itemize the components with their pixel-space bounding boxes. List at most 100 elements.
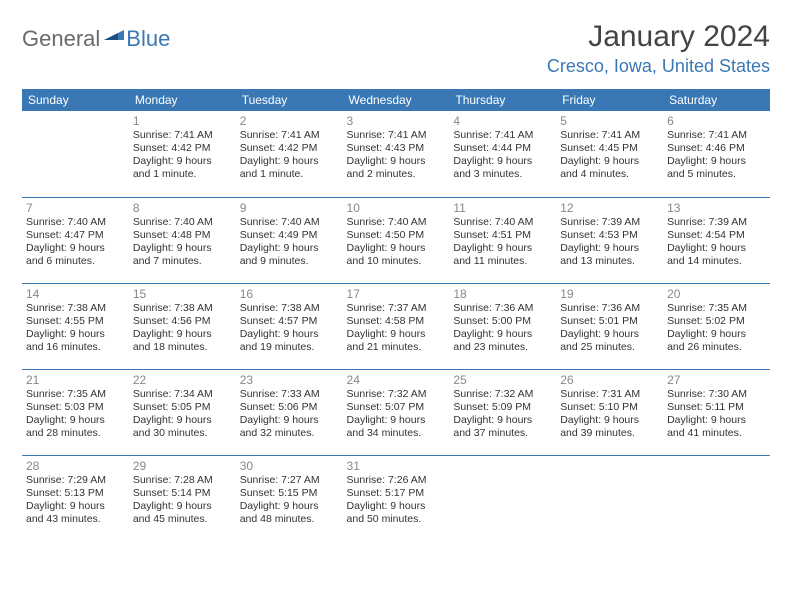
- sunrise-text: Sunrise: 7:27 AM: [240, 474, 339, 487]
- calendar-day-cell: 25Sunrise: 7:32 AMSunset: 5:09 PMDayligh…: [449, 369, 556, 455]
- daylight-text-1: Daylight: 9 hours: [240, 155, 339, 168]
- sunrise-text: Sunrise: 7:40 AM: [453, 216, 552, 229]
- day-number: 6: [667, 114, 766, 128]
- sunset-text: Sunset: 4:51 PM: [453, 229, 552, 242]
- day-number: 2: [240, 114, 339, 128]
- flag-icon: [104, 26, 124, 40]
- daylight-text-2: and 16 minutes.: [26, 341, 125, 354]
- calendar-day-cell: 11Sunrise: 7:40 AMSunset: 4:51 PMDayligh…: [449, 197, 556, 283]
- daylight-text-2: and 25 minutes.: [560, 341, 659, 354]
- sunrise-text: Sunrise: 7:33 AM: [240, 388, 339, 401]
- weekday-header: Thursday: [449, 89, 556, 111]
- calendar-day-cell: 18Sunrise: 7:36 AMSunset: 5:00 PMDayligh…: [449, 283, 556, 369]
- sunrise-text: Sunrise: 7:36 AM: [560, 302, 659, 315]
- calendar-week-row: 7Sunrise: 7:40 AMSunset: 4:47 PMDaylight…: [22, 197, 770, 283]
- day-number: 22: [133, 373, 232, 387]
- calendar-day-cell: 22Sunrise: 7:34 AMSunset: 5:05 PMDayligh…: [129, 369, 236, 455]
- sunrise-text: Sunrise: 7:36 AM: [453, 302, 552, 315]
- sunset-text: Sunset: 5:01 PM: [560, 315, 659, 328]
- sunrise-text: Sunrise: 7:32 AM: [347, 388, 446, 401]
- calendar-week-row: 14Sunrise: 7:38 AMSunset: 4:55 PMDayligh…: [22, 283, 770, 369]
- sunset-text: Sunset: 4:57 PM: [240, 315, 339, 328]
- calendar-day-cell: [22, 111, 129, 197]
- logo-text-blue: Blue: [126, 26, 170, 52]
- calendar-day-cell: 12Sunrise: 7:39 AMSunset: 4:53 PMDayligh…: [556, 197, 663, 283]
- sunrise-text: Sunrise: 7:26 AM: [347, 474, 446, 487]
- calendar-day-cell: 19Sunrise: 7:36 AMSunset: 5:01 PMDayligh…: [556, 283, 663, 369]
- sunset-text: Sunset: 4:55 PM: [26, 315, 125, 328]
- daylight-text-1: Daylight: 9 hours: [240, 414, 339, 427]
- sunset-text: Sunset: 4:58 PM: [347, 315, 446, 328]
- daylight-text-1: Daylight: 9 hours: [667, 328, 766, 341]
- day-number: 11: [453, 201, 552, 215]
- daylight-text-1: Daylight: 9 hours: [347, 500, 446, 513]
- daylight-text-2: and 19 minutes.: [240, 341, 339, 354]
- sunrise-text: Sunrise: 7:28 AM: [133, 474, 232, 487]
- calendar-day-cell: 28Sunrise: 7:29 AMSunset: 5:13 PMDayligh…: [22, 455, 129, 541]
- daylight-text-2: and 41 minutes.: [667, 427, 766, 440]
- sunset-text: Sunset: 5:06 PM: [240, 401, 339, 414]
- calendar-week-row: 21Sunrise: 7:35 AMSunset: 5:03 PMDayligh…: [22, 369, 770, 455]
- sunrise-text: Sunrise: 7:39 AM: [667, 216, 766, 229]
- daylight-text-1: Daylight: 9 hours: [560, 155, 659, 168]
- sunset-text: Sunset: 5:03 PM: [26, 401, 125, 414]
- day-number: 28: [26, 459, 125, 473]
- daylight-text-1: Daylight: 9 hours: [240, 500, 339, 513]
- day-number: 17: [347, 287, 446, 301]
- calendar-day-cell: 15Sunrise: 7:38 AMSunset: 4:56 PMDayligh…: [129, 283, 236, 369]
- sunset-text: Sunset: 5:00 PM: [453, 315, 552, 328]
- daylight-text-1: Daylight: 9 hours: [133, 242, 232, 255]
- daylight-text-2: and 13 minutes.: [560, 255, 659, 268]
- daylight-text-1: Daylight: 9 hours: [26, 500, 125, 513]
- weekday-header: Monday: [129, 89, 236, 111]
- daylight-text-2: and 10 minutes.: [347, 255, 446, 268]
- day-number: 26: [560, 373, 659, 387]
- calendar-day-cell: 13Sunrise: 7:39 AMSunset: 4:54 PMDayligh…: [663, 197, 770, 283]
- calendar-week-row: 28Sunrise: 7:29 AMSunset: 5:13 PMDayligh…: [22, 455, 770, 541]
- sunset-text: Sunset: 4:46 PM: [667, 142, 766, 155]
- calendar-day-cell: 31Sunrise: 7:26 AMSunset: 5:17 PMDayligh…: [343, 455, 450, 541]
- sunset-text: Sunset: 5:02 PM: [667, 315, 766, 328]
- daylight-text-2: and 2 minutes.: [347, 168, 446, 181]
- weekday-header-row: Sunday Monday Tuesday Wednesday Thursday…: [22, 89, 770, 111]
- daylight-text-1: Daylight: 9 hours: [667, 155, 766, 168]
- calendar-day-cell: 8Sunrise: 7:40 AMSunset: 4:48 PMDaylight…: [129, 197, 236, 283]
- calendar-day-cell: 5Sunrise: 7:41 AMSunset: 4:45 PMDaylight…: [556, 111, 663, 197]
- day-number: 18: [453, 287, 552, 301]
- sunset-text: Sunset: 5:09 PM: [453, 401, 552, 414]
- month-title: January 2024: [547, 20, 770, 54]
- sunset-text: Sunset: 4:47 PM: [26, 229, 125, 242]
- sunrise-text: Sunrise: 7:40 AM: [240, 216, 339, 229]
- day-number: 4: [453, 114, 552, 128]
- daylight-text-1: Daylight: 9 hours: [453, 328, 552, 341]
- sunset-text: Sunset: 5:15 PM: [240, 487, 339, 500]
- calendar-week-row: 1Sunrise: 7:41 AMSunset: 4:42 PMDaylight…: [22, 111, 770, 197]
- daylight-text-1: Daylight: 9 hours: [133, 155, 232, 168]
- daylight-text-2: and 34 minutes.: [347, 427, 446, 440]
- calendar-day-cell: 3Sunrise: 7:41 AMSunset: 4:43 PMDaylight…: [343, 111, 450, 197]
- daylight-text-2: and 26 minutes.: [667, 341, 766, 354]
- calendar-day-cell: 16Sunrise: 7:38 AMSunset: 4:57 PMDayligh…: [236, 283, 343, 369]
- calendar-day-cell: 29Sunrise: 7:28 AMSunset: 5:14 PMDayligh…: [129, 455, 236, 541]
- daylight-text-2: and 37 minutes.: [453, 427, 552, 440]
- calendar-day-cell: 20Sunrise: 7:35 AMSunset: 5:02 PMDayligh…: [663, 283, 770, 369]
- sunrise-text: Sunrise: 7:41 AM: [453, 129, 552, 142]
- daylight-text-2: and 50 minutes.: [347, 513, 446, 526]
- day-number: 1: [133, 114, 232, 128]
- daylight-text-1: Daylight: 9 hours: [453, 414, 552, 427]
- weekday-header: Wednesday: [343, 89, 450, 111]
- sunrise-text: Sunrise: 7:34 AM: [133, 388, 232, 401]
- daylight-text-2: and 9 minutes.: [240, 255, 339, 268]
- sunset-text: Sunset: 5:17 PM: [347, 487, 446, 500]
- sunrise-text: Sunrise: 7:35 AM: [26, 388, 125, 401]
- sunrise-text: Sunrise: 7:40 AM: [26, 216, 125, 229]
- sunrise-text: Sunrise: 7:29 AM: [26, 474, 125, 487]
- sunset-text: Sunset: 4:42 PM: [133, 142, 232, 155]
- daylight-text-2: and 32 minutes.: [240, 427, 339, 440]
- sunrise-text: Sunrise: 7:32 AM: [453, 388, 552, 401]
- day-number: 9: [240, 201, 339, 215]
- day-number: 10: [347, 201, 446, 215]
- daylight-text-1: Daylight: 9 hours: [240, 328, 339, 341]
- sunrise-text: Sunrise: 7:40 AM: [347, 216, 446, 229]
- day-number: 8: [133, 201, 232, 215]
